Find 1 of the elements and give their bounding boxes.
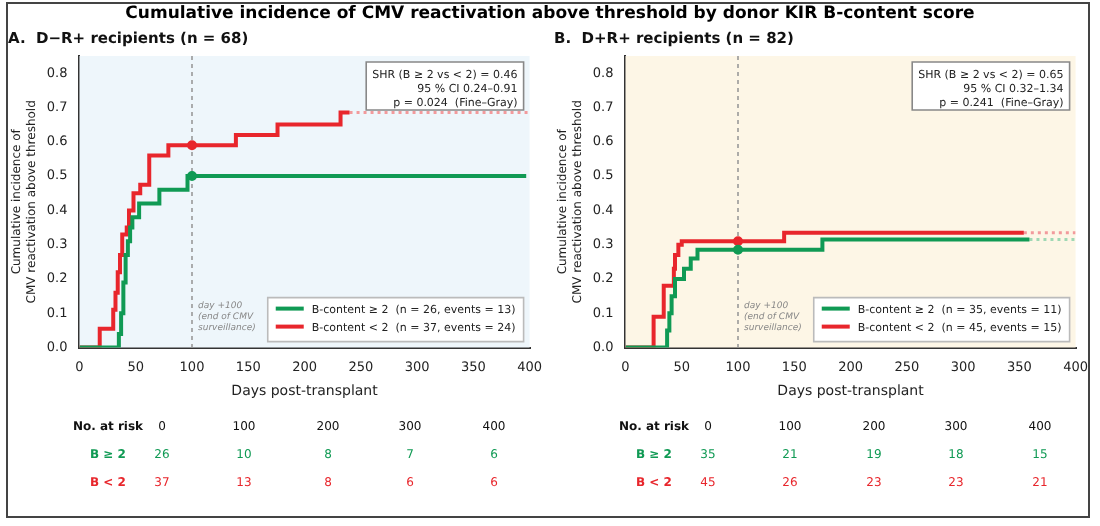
- chart-title: Cumulative incidence of CMV reactivation above threshold by donor KIR B-content score: [123, 4, 977, 24]
